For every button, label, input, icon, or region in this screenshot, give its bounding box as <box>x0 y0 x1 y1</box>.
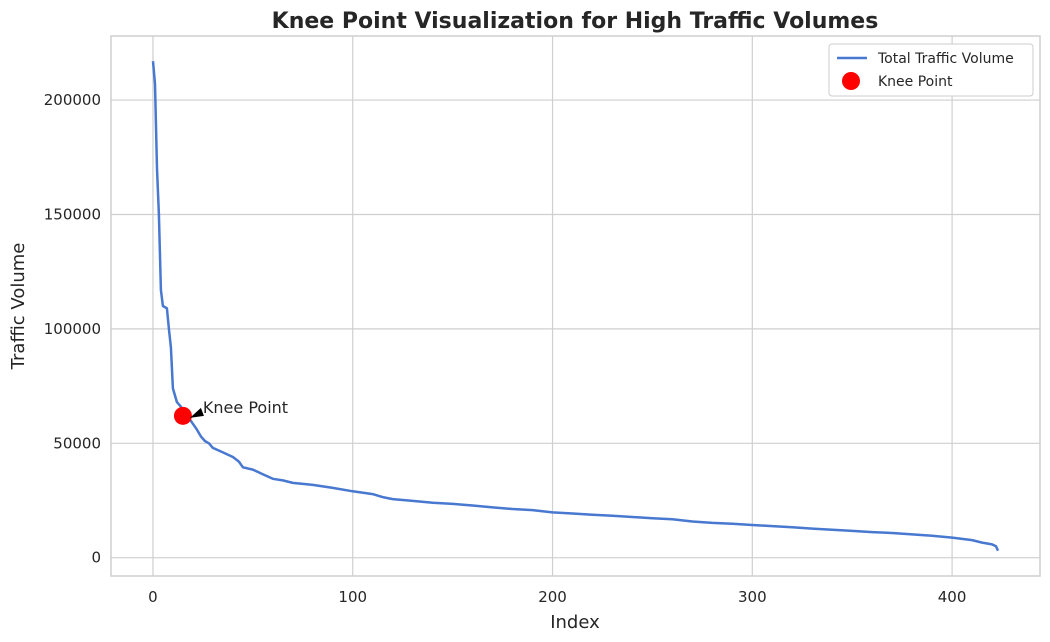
y-tick-label: 200000 <box>44 91 101 109</box>
y-axis-ticks: 0 50000 100000 150000 200000 <box>44 91 101 567</box>
y-tick-label: 50000 <box>53 434 101 452</box>
x-tick-label: 100 <box>338 588 367 606</box>
x-tick-label: 0 <box>148 588 158 606</box>
y-axis-label: Traffic Volume <box>8 243 29 371</box>
chart-title: Knee Point Visualization for High Traffi… <box>272 9 879 34</box>
knee-point-marker <box>173 406 192 425</box>
legend-label-series: Total Traffic Volume <box>877 51 1014 67</box>
y-tick-label: 100000 <box>44 320 101 338</box>
y-tick-label: 0 <box>91 549 101 567</box>
x-tick-label: 300 <box>738 588 767 606</box>
x-tick-label: 400 <box>938 588 967 606</box>
knee-point-arrow <box>189 407 204 418</box>
x-tick-label: 200 <box>538 588 567 606</box>
legend: Total Traffic Volume Knee Point <box>828 43 1034 97</box>
plot-area-frame <box>110 35 1041 577</box>
legend-box <box>828 43 1034 97</box>
series-line-total-traffic-volume <box>151 61 1000 552</box>
grid-lines <box>111 36 1040 576</box>
knee-point-annotation: Knee Point <box>203 398 288 417</box>
legend-label-knee: Knee Point <box>878 74 953 90</box>
y-tick-label: 150000 <box>44 205 101 223</box>
x-axis-ticks: 0 100 200 300 400 <box>148 588 966 606</box>
x-axis-label: Index <box>550 612 600 633</box>
legend-swatch-knee <box>842 72 860 90</box>
